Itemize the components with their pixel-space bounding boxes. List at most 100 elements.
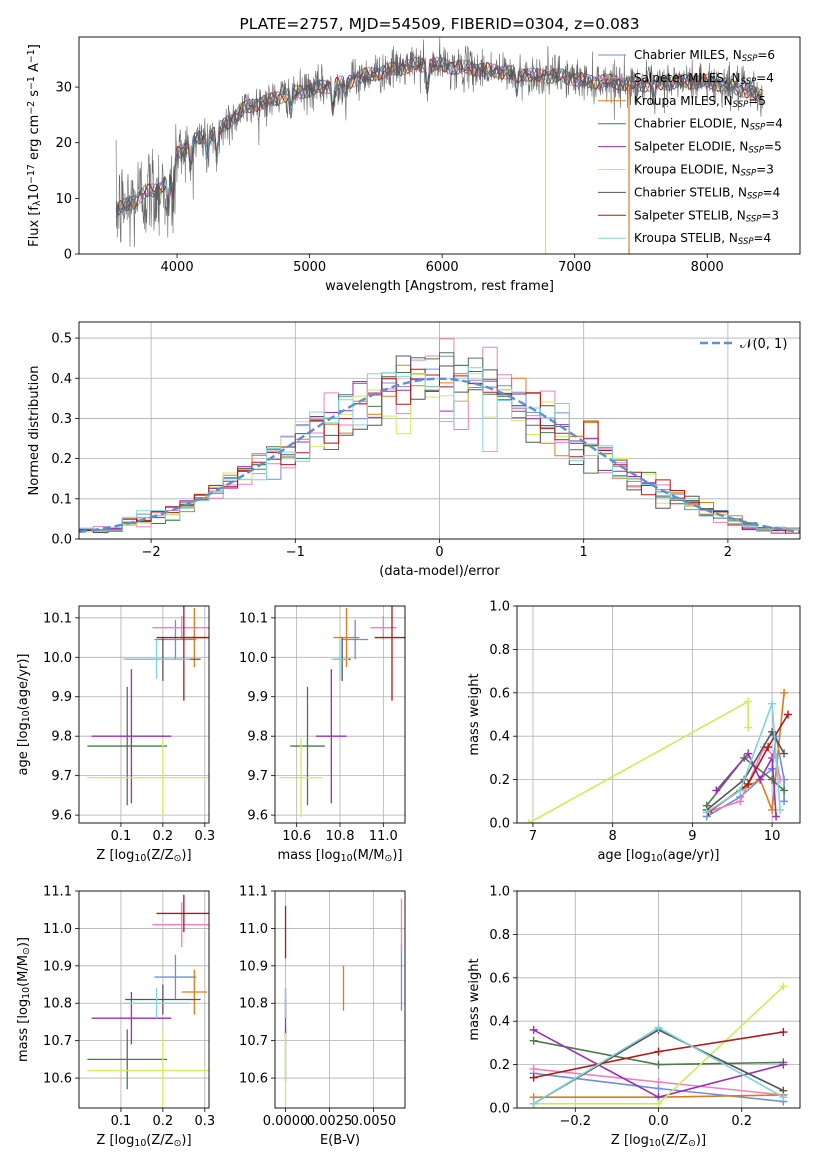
weight-marker — [712, 786, 721, 795]
data-point — [374, 606, 405, 701]
weight-marker — [654, 1060, 663, 1069]
weight-marker — [702, 808, 711, 817]
data-point — [156, 606, 209, 701]
data-point — [87, 1029, 168, 1090]
data-point — [91, 992, 172, 1045]
y-axis-label: Flux [fλ10−17 erg cm−2 s−1 A−1] — [26, 44, 43, 247]
weight-marker — [529, 1025, 538, 1034]
y-tick-label: 20 — [55, 136, 72, 151]
y-tick-label: 9.7 — [247, 769, 268, 784]
y-tick-label: 0 — [64, 248, 72, 263]
y-tick-label: 10.1 — [239, 611, 268, 626]
y-tick-label: 0.2 — [51, 452, 72, 467]
data-point — [331, 639, 349, 679]
x-tick-label: 8 — [609, 829, 617, 844]
y-tick-label: 10.8 — [239, 997, 268, 1012]
x-axis-label: (data-model)/error — [379, 564, 500, 579]
x-tick-label: 0 — [435, 545, 443, 560]
y-tick-label: 0.0 — [489, 817, 510, 832]
y-tick-label: 0.4 — [489, 1015, 510, 1030]
y-tick-label: 10.7 — [43, 1034, 72, 1049]
x-tick-label: 0.2 — [153, 1114, 174, 1129]
y-tick-label: 10.8 — [43, 997, 72, 1012]
legend-label: Kroupa MILES, NSSP=5 — [634, 94, 766, 110]
data-spectrum — [115, 37, 763, 247]
axes-frame — [78, 890, 210, 1109]
data-point — [87, 686, 168, 806]
y-tick-label: 9.8 — [247, 730, 268, 745]
y-tick-label: 9.6 — [247, 809, 268, 824]
weight-marker — [524, 819, 533, 823]
x-tick-label: 11.0 — [369, 829, 398, 844]
x-tick-label: 0.2 — [153, 829, 174, 844]
x-axis-label: Z [log10(Z/Z⊙)] — [96, 848, 191, 864]
y-tick-label: 0.2 — [489, 1058, 510, 1073]
y-tick-label: 0.0 — [51, 533, 72, 548]
x-tick-label: 0.0 — [648, 1114, 669, 1129]
weight-marker — [654, 1047, 663, 1056]
y-tick-label: 10.6 — [239, 1072, 268, 1087]
y-tick-label: 10.1 — [43, 611, 72, 626]
legend-label: Salpeter MILES, NSSP=4 — [634, 71, 774, 87]
x-tick-label: 0.1 — [111, 1114, 132, 1129]
legend-label: 𝒩(0, 1) — [740, 337, 787, 352]
weight-line — [528, 700, 749, 823]
data-point — [123, 988, 191, 1019]
panel-spectrum: PLATE=2757, MJD=54509, FIBERID=0304, z=0… — [26, 15, 801, 294]
weight-marker — [780, 786, 789, 795]
y-tick-label: 10.0 — [43, 651, 72, 666]
axes-frame — [516, 890, 801, 1109]
y-tick-label: 0.0 — [489, 1102, 510, 1117]
weight-marker — [744, 697, 753, 706]
weight-marker — [744, 749, 753, 758]
y-tick-label: 11.1 — [239, 885, 268, 900]
x-tick-label: 1 — [580, 545, 588, 560]
x-axis-label: wavelength [Angstrom, rest frame] — [325, 279, 554, 294]
data-point — [152, 615, 209, 640]
panel-age-vs-mass: 10.6 10.8 11.0 9.6 9.7 9.8 9.9 10.0 10.1 mass [lo… — [239, 605, 406, 864]
x-tick-label: 0.3 — [194, 1114, 215, 1129]
data-point — [154, 954, 197, 1000]
data-point — [91, 669, 172, 804]
y-tick-label: 9.9 — [51, 690, 72, 705]
y-tick-label: 1.0 — [489, 885, 510, 900]
plot-area — [87, 894, 209, 1108]
x-axis-label: Z [log10(Z/Z⊙)] — [611, 1133, 706, 1149]
y-axis-label: Normed distribution — [27, 366, 42, 496]
weight-marker — [764, 743, 773, 752]
y-tick-label: 9.6 — [51, 809, 72, 824]
panel-residuals: −2 −1 0 1 2 0.0 0.1 0.2 0.3 0.4 0.5 (data-model)/er… — [27, 321, 801, 579]
x-tick-label: 6000 — [426, 260, 459, 275]
plot-area — [524, 688, 793, 823]
weight-marker — [654, 1077, 663, 1086]
weight-marker — [768, 775, 777, 784]
weight-marker — [779, 1028, 788, 1037]
data-point — [333, 607, 360, 668]
x-tick-label: 10.6 — [282, 829, 311, 844]
x-tick-label: 0.3 — [194, 829, 215, 844]
data-point — [87, 738, 209, 818]
y-tick-label: 11.0 — [43, 922, 72, 937]
data-point — [181, 969, 207, 1015]
y-tick-label: 9.7 — [51, 769, 72, 784]
data-point — [152, 902, 209, 948]
weight-marker — [776, 805, 785, 814]
y-tick-label: 0.3 — [51, 412, 72, 427]
y-tick-label: 1.0 — [489, 600, 510, 615]
y-tick-label: 10.9 — [239, 959, 268, 974]
y-tick-label: 0.6 — [489, 971, 510, 986]
model-line — [115, 57, 763, 213]
y-tick-label: 11.1 — [43, 885, 72, 900]
legend-label: Chabrier MILES, NSSP=6 — [634, 48, 775, 64]
x-tick-label: 4000 — [161, 260, 194, 275]
weight-marker — [780, 749, 789, 758]
y-axis-label: mass weight — [467, 673, 482, 755]
y-tick-label: 9.8 — [51, 730, 72, 745]
y-tick-label: 0.2 — [489, 773, 510, 788]
data-point — [87, 1033, 209, 1108]
x-axis-label: mass [log10(M/M⊙)] — [277, 848, 402, 864]
y-tick-label: 9.9 — [247, 690, 268, 705]
x-axis-label: Z [log10(Z/Z⊙)] — [96, 1133, 191, 1149]
x-tick-label: 10.8 — [326, 829, 355, 844]
